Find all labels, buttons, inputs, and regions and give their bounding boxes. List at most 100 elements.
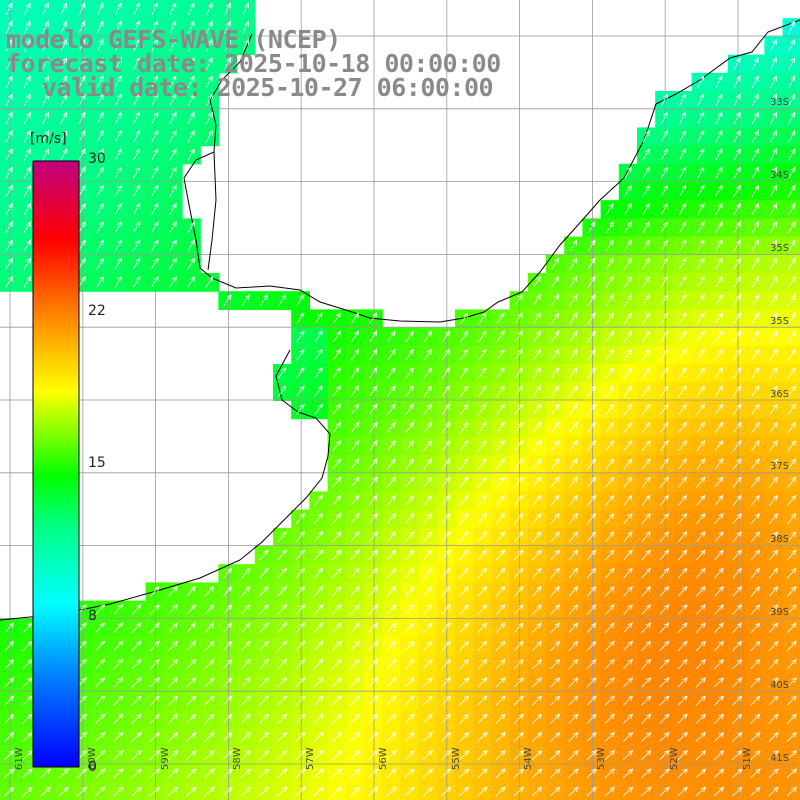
wind-arrow <box>349 731 361 742</box>
wind-speed-cell <box>72 36 92 56</box>
wind-arrow <box>787 622 797 633</box>
wind-arrow <box>404 658 415 670</box>
wind-speed-cell <box>491 564 511 583</box>
wind-arrow <box>604 768 616 779</box>
lon-label-51w: 51W <box>742 747 753 770</box>
wind-speed-cell <box>546 491 565 511</box>
wind-arrow <box>550 549 561 561</box>
wind-speed-cell <box>473 618 492 638</box>
wind-arrow <box>641 658 652 670</box>
coastline-north <box>183 19 800 323</box>
wind-arrow <box>733 294 742 306</box>
wind-arrow <box>696 458 706 470</box>
wind-arrow <box>386 786 397 797</box>
wind-arrow <box>460 312 469 325</box>
wind-arrow <box>131 604 142 615</box>
wind-speed-cell <box>127 764 147 784</box>
wind-arrow <box>660 275 669 288</box>
wind-arrow <box>114 166 122 179</box>
wind-speed-cell <box>327 709 347 729</box>
wind-speed-cell <box>673 145 693 165</box>
wind-arrow <box>386 604 397 615</box>
wind-arrow <box>641 567 652 579</box>
wind-arrow <box>550 476 560 488</box>
wind-speed-cell <box>54 72 74 92</box>
wind-arrow <box>405 494 415 506</box>
wind-arrow <box>495 677 506 688</box>
wind-speed-cell <box>527 509 547 529</box>
wind-arrow <box>332 367 342 379</box>
wind-speed-cell <box>673 618 693 638</box>
wind-arrow <box>187 2 195 16</box>
wind-arrow <box>204 695 215 706</box>
wind-speed-cell <box>691 509 711 529</box>
wind-speed-cell <box>473 564 492 583</box>
wind-speed-cell <box>218 728 238 747</box>
wind-arrow <box>169 111 177 125</box>
wind-arrow <box>423 567 433 579</box>
wind-arrow <box>714 458 724 470</box>
wind-speed-cell <box>600 273 620 292</box>
wind-arrow <box>568 622 579 633</box>
wind-speed-cell <box>345 509 365 529</box>
wind-arrow <box>113 786 124 797</box>
wind-speed-cell <box>709 309 729 329</box>
wind-speed-cell <box>728 291 747 310</box>
wind-arrow <box>405 458 415 470</box>
wind-speed-cell <box>182 91 201 110</box>
lat-label-35s: 35S <box>770 243 790 254</box>
wind-speed-cell <box>527 600 547 620</box>
wind-speed-cell <box>564 709 583 729</box>
wind-arrow <box>22 713 33 724</box>
wind-arrow <box>96 202 104 216</box>
wind-arrow <box>204 658 215 670</box>
wind-arrow <box>114 111 122 125</box>
wind-arrow <box>769 458 779 470</box>
wind-arrow <box>751 239 760 252</box>
wind-arrow <box>496 330 505 343</box>
wind-speed-cell <box>673 91 693 110</box>
wind-arrow <box>787 458 797 470</box>
wind-arrow <box>404 640 415 652</box>
wind-speed-cell <box>18 254 37 274</box>
wind-speed-cell <box>254 582 274 602</box>
wind-speed-cell <box>527 455 547 474</box>
wind-speed-cell <box>655 400 674 420</box>
wind-speed-cell <box>127 182 147 201</box>
wind-arrow <box>277 385 287 397</box>
wind-arrow <box>96 221 104 234</box>
wind-speed-cell <box>418 364 438 383</box>
wind-arrow <box>551 275 560 288</box>
wind-speed-cell <box>145 691 165 711</box>
wind-speed-cell <box>491 382 511 401</box>
wind-arrow <box>624 257 632 270</box>
wind-speed-cell <box>600 582 620 602</box>
wind-arrow <box>169 75 177 88</box>
wind-arrow <box>223 294 232 306</box>
wind-arrow <box>732 567 743 579</box>
wind-speed-cell <box>91 200 110 219</box>
wind-arrow <box>313 731 324 742</box>
wind-arrow <box>60 38 68 52</box>
wind-speed-cell <box>764 145 784 165</box>
wind-speed-cell <box>345 527 365 547</box>
wind-speed-cell <box>673 345 693 365</box>
wind-arrow <box>786 677 797 688</box>
wind-arrow <box>660 330 669 343</box>
wind-arrow <box>751 166 759 179</box>
wind-speed-cell <box>564 564 583 583</box>
wind-speed-cell <box>273 564 292 583</box>
wind-arrow <box>277 677 288 688</box>
wind-speed-cell <box>18 655 37 674</box>
wind-arrow <box>514 440 524 452</box>
wind-arrow <box>78 184 86 197</box>
wind-speed-cell <box>127 637 147 656</box>
wind-speed-cell <box>382 400 401 420</box>
wind-speed-cell <box>291 546 310 565</box>
wind-speed-cell <box>91 637 110 656</box>
wind-speed-cell <box>527 527 547 547</box>
wind-arrow <box>95 768 106 779</box>
wind-arrow <box>277 604 288 615</box>
wind-speed-cell <box>491 691 511 711</box>
wind-arrow <box>386 622 397 633</box>
